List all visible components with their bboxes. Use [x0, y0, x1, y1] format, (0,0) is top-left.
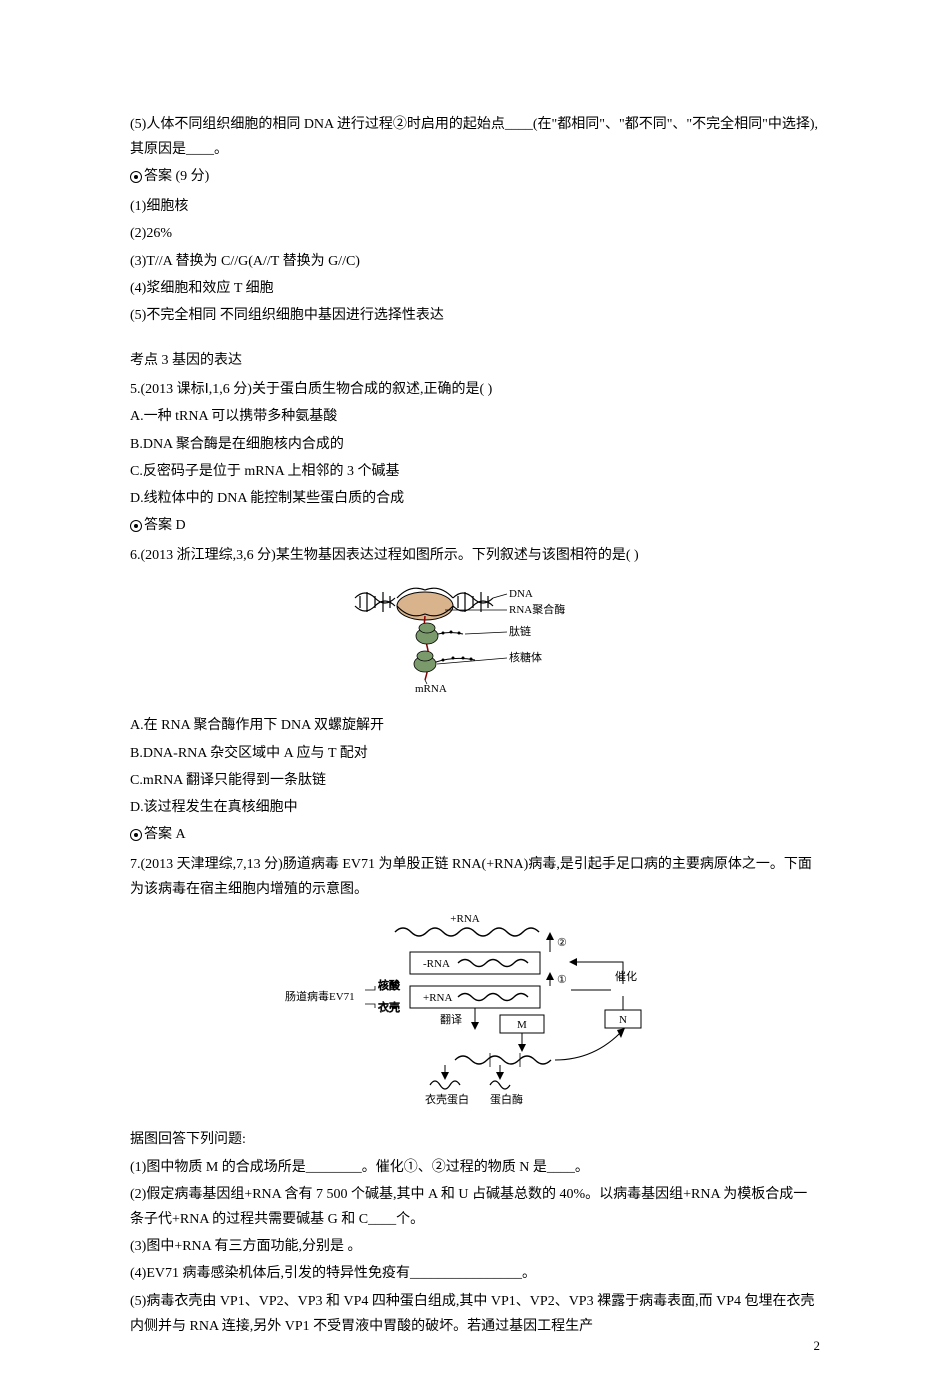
fig-label-coatprotein: 衣壳蛋白 — [425, 1092, 469, 1106]
fig-label-arrow1: ① — [557, 974, 567, 986]
fig-label-catalyze: 催化 — [615, 969, 637, 983]
q6-optB: B.DNA-RNA 杂交区域中 A 应与 T 配对 — [130, 741, 820, 766]
q6-answer: 答案 A — [130, 822, 820, 850]
answer-label-text: 答案 A — [144, 822, 186, 847]
q5-stem: 5.(2013 课标Ⅰ,1,6 分)关于蛋白质生物合成的叙述,正确的是( ) — [130, 377, 820, 402]
fig-label-protease: 蛋白酶 — [490, 1092, 523, 1106]
fig-label-plusrna: +RNA — [450, 913, 479, 925]
q6-stem: 6.(2013 浙江理综,3,6 分)某生物基因表达过程如图所示。下列叙述与该图… — [130, 543, 820, 568]
q-prev-a1: (1)细胞核 — [130, 194, 820, 219]
fig-label-virus: 肠道病毒EV71 — [285, 989, 355, 1003]
q7-sub3: (3)图中+RNA 有三方面功能,分别是 。 — [130, 1234, 820, 1259]
bullet-icon — [130, 520, 142, 532]
q6-figure: DNA RNA聚合酶 肽链 核糖体 mRNA — [130, 576, 820, 705]
q-prev-a2: (2)26% — [130, 221, 820, 246]
fig-label-coat: 衣壳 — [378, 1000, 400, 1014]
q5-optB: B.DNA 聚合酶是在细胞核内合成的 — [130, 432, 820, 457]
q6-optA: A.在 RNA 聚合酶作用下 DNA 双螺旋解开 — [130, 713, 820, 738]
fig-label-minusrna: -RNA — [423, 958, 450, 970]
q7-sub4: (4)EV71 病毒感染机体后,引发的特异性免疫有_______________… — [130, 1261, 820, 1286]
fig-label-translate: 翻译 — [440, 1012, 462, 1026]
bullet-icon — [130, 829, 142, 841]
bullet-icon — [130, 171, 142, 183]
page-number: 2 — [814, 1334, 821, 1357]
q7-figure: +RNA -RNA ② +RNA ① 肠道病毒EV71 核酸 — [130, 910, 820, 1119]
document-page: (5)人体不同组织细胞的相同 DNA 进行过程②时启用的起始点____(在"都相… — [0, 0, 950, 1381]
q6-optD: D.该过程发生在真核细胞中 — [130, 795, 820, 820]
fig-label-acid: 核酸 — [378, 978, 400, 992]
q7-sub5: (5)病毒衣壳由 VP1、VP2、VP3 和 VP4 四种蛋白组成,其中 VP1… — [130, 1289, 820, 1339]
fig-label-ribosome: 核糖体 — [509, 650, 542, 664]
fig-label-rnapol: RNA聚合酶 — [509, 602, 565, 616]
q5-optC: C.反密码子是位于 mRNA 上相邻的 3 个碱基 — [130, 459, 820, 484]
q-prev-answer-label: 答案 (9 分) — [130, 164, 820, 192]
fig-label-mrna: mRNA — [415, 683, 447, 695]
answer-label-text: 答案 (9 分) — [144, 164, 209, 189]
q7-sub0: 据图回答下列问题: — [130, 1127, 820, 1152]
q-prev-a3: (3)T//A 替换为 C//G(A//T 替换为 G//C) — [130, 249, 820, 274]
fig-label-N: N — [619, 1014, 627, 1026]
q5-optA: A.一种 tRNA 可以携带多种氨基酸 — [130, 404, 820, 429]
answer-label-text: 答案 D — [144, 513, 186, 538]
fig-label-plusrna2: +RNA — [423, 992, 452, 1004]
q7-sub2: (2)假定病毒基因组+RNA 含有 7 500 个碱基,其中 A 和 U 占碱基… — [130, 1182, 820, 1232]
q-prev-a4: (4)浆细胞和效应 T 细胞 — [130, 276, 820, 301]
fig-label-dna: DNA — [509, 588, 533, 600]
fig-label-M: M — [517, 1019, 527, 1031]
q7-stem: 7.(2013 天津理综,7,13 分)肠道病毒 EV71 为单股正链 RNA(… — [130, 852, 820, 902]
fig-label-arrow2: ② — [557, 937, 567, 949]
q-prev-sub5: (5)人体不同组织细胞的相同 DNA 进行过程②时启用的起始点____(在"都相… — [130, 112, 820, 162]
section3-title: 考点 3 基因的表达 — [130, 348, 820, 373]
q7-sub1: (1)图中物质 M 的合成场所是________。催化①、②过程的物质 N 是_… — [130, 1155, 820, 1180]
q5-answer: 答案 D — [130, 513, 820, 541]
q6-optC: C.mRNA 翻译只能得到一条肽链 — [130, 768, 820, 793]
fig-label-peptide: 肽链 — [509, 624, 531, 638]
q5-optD: D.线粒体中的 DNA 能控制某些蛋白质的合成 — [130, 486, 820, 511]
q-prev-a5: (5)不完全相同 不同组织细胞中基因进行选择性表达 — [130, 303, 820, 328]
